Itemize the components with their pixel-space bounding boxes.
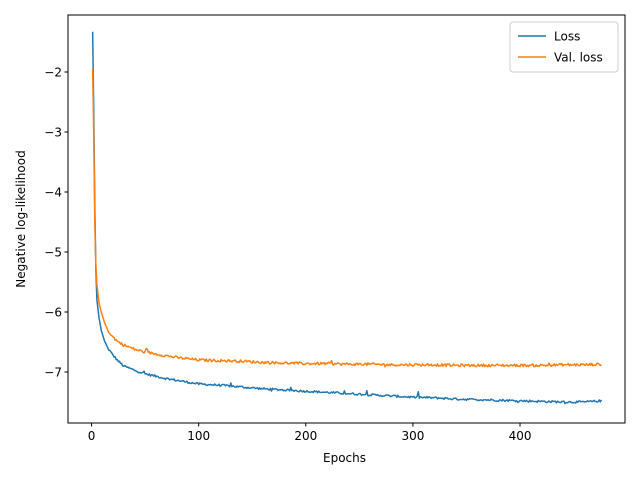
x-axis-ticks: 0 100 200 300 400: [88, 423, 532, 443]
legend-box: [509, 21, 619, 73]
y-tick-label: −3: [44, 126, 62, 140]
x-axis-label: Epochs: [323, 451, 366, 465]
y-tick-label: −6: [44, 306, 62, 320]
y-axis-ticks: −7 −6 −5 −4 −3 −2: [44, 66, 68, 380]
series-line-val-loss: [91, 68, 602, 368]
y-tick-label: −4: [44, 186, 62, 200]
legend-label: Loss: [554, 30, 580, 44]
x-tick-label: 0: [88, 429, 96, 443]
legend-label: Val. loss: [554, 51, 603, 65]
y-tick-label: −7: [44, 366, 62, 380]
x-tick-label: 300: [401, 429, 424, 443]
plot-frame: [67, 14, 626, 424]
y-tick-label: −5: [44, 246, 62, 260]
y-axis-label: Negative log-likelihood: [14, 150, 28, 287]
series-layer: [91, 31, 603, 405]
x-tick-label: 400: [509, 429, 532, 443]
series-line-loss: [91, 31, 603, 405]
y-tick-label: −2: [44, 66, 62, 80]
legend: Loss Val. loss: [509, 21, 619, 73]
x-tick-label: 100: [187, 429, 210, 443]
x-tick-label: 200: [294, 429, 317, 443]
